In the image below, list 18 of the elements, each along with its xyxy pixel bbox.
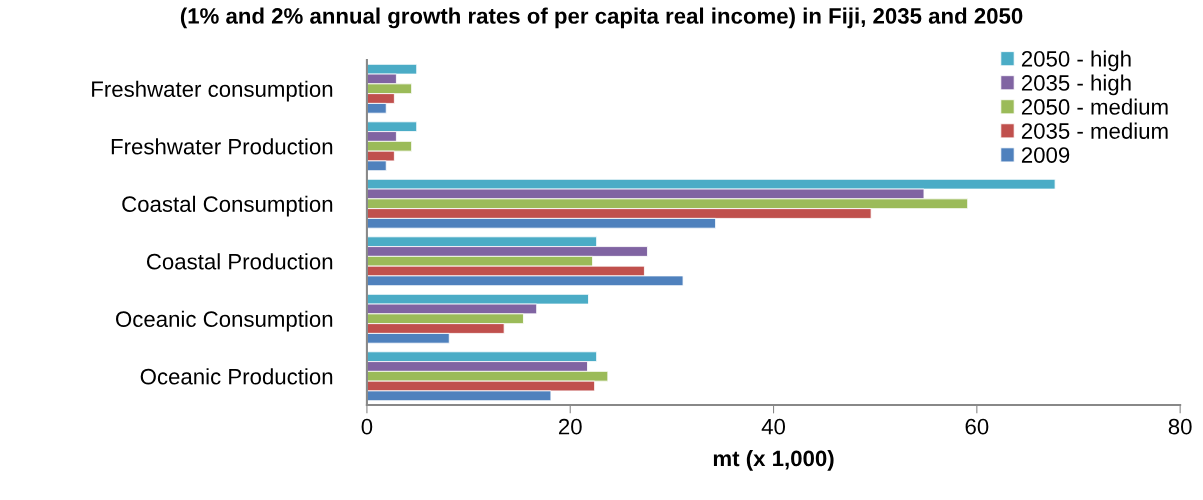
- x-tick-label: 60: [965, 418, 989, 435]
- legend-label: 2050 - medium: [1021, 98, 1168, 115]
- legend-label: 2050 - high: [1021, 50, 1131, 72]
- x-axis-title: mt (x 1,000): [713, 450, 834, 471]
- x-tick-label: 80: [1168, 418, 1192, 435]
- legend-label: 2009: [1021, 147, 1070, 163]
- y-tick-label: Coastal Production: [146, 253, 333, 270]
- y-tick-label: Freshwater consumption: [92, 80, 333, 102]
- y-tick-label: Freshwater Production: [111, 138, 333, 155]
- x-tick-label: 20: [558, 418, 582, 435]
- x-tick-label: 40: [761, 418, 786, 435]
- y-tick-label: Coastal Consumption: [122, 195, 333, 217]
- legend-label: 2035 - high: [1021, 74, 1131, 96]
- legend-label: 2035 - medium: [1021, 122, 1168, 139]
- y-tick-label: Oceanic Production: [140, 368, 333, 385]
- chart-title: (1% and 2% annual growth rates of per capita real income) in Fiji, 2035 and 2050: [180, 7, 1023, 29]
- x-tick-label: 0: [361, 418, 373, 435]
- y-tick-label: Oceanic Consumption: [116, 310, 333, 332]
